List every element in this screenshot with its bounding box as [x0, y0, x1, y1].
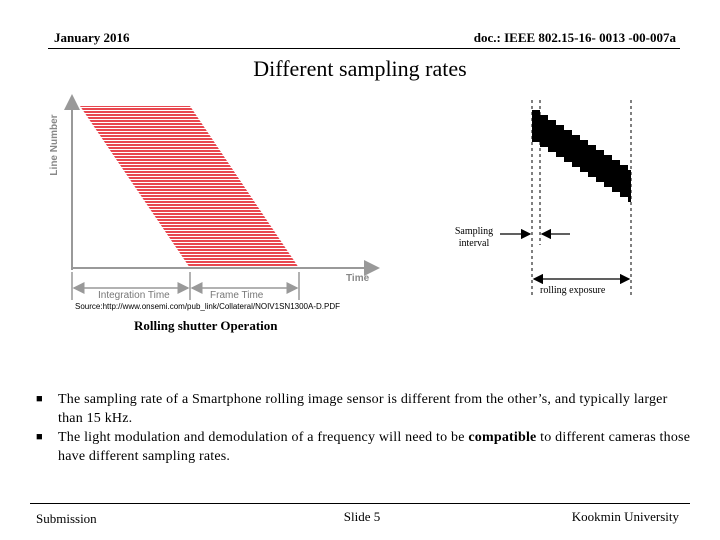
y-axis-label: Line Number: [49, 114, 60, 176]
bullet-marker-icon: ■: [36, 431, 43, 443]
frame-time-label: Frame Time: [210, 290, 264, 301]
footer-submission: Submission: [36, 511, 97, 526]
exposure-band: [80, 106, 299, 268]
footer-slide-number: Slide 5: [343, 509, 381, 524]
header-doc-id: doc.: IEEE 802.15-16- 0013 -00-007a: [473, 30, 676, 45]
slide-title: Different sampling rates: [253, 56, 467, 81]
figure-caption: Rolling shutter Operation: [134, 318, 278, 333]
footer-rule: [30, 503, 690, 504]
figure-source: Source:http://www.onsemi.com/pub_link/Co…: [75, 302, 340, 311]
sampling-interval-label: Sampling interval: [454, 226, 494, 249]
integration-time-label: Integration Time: [98, 290, 170, 301]
footer-organization: Kookmin University: [571, 509, 679, 524]
bullet-marker-icon: ■: [36, 393, 43, 405]
rolling-exposure-block: [532, 110, 631, 202]
header-rule: [48, 48, 680, 49]
header-date: January 2016: [54, 30, 130, 45]
bullet-item: ■ The light modulation and demodulation …: [36, 430, 691, 464]
rolling-exposure-label: rolling exposure: [540, 285, 606, 296]
x-axis-label: Time: [346, 273, 370, 284]
bullet-item: ■ The sampling rate of a Smartphone roll…: [36, 392, 668, 426]
bullet-list: ■ The sampling rate of a Smartphone roll…: [36, 390, 696, 466]
